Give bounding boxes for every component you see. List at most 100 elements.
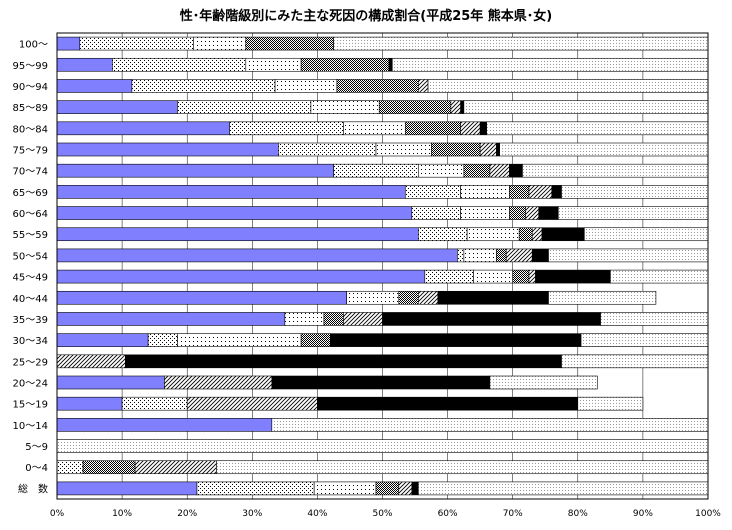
bar-segment [79,36,195,51]
bars [56,36,709,496]
bar-segment [378,100,452,114]
bar-segment [343,312,383,326]
category-label: 50～54 [13,251,48,262]
bar-segment [56,481,198,496]
category-label: 40～44 [13,294,48,305]
category-label: 75～79 [13,146,48,157]
bar-segment [431,142,481,157]
bar-segment [561,185,709,199]
bar-segment [505,248,533,263]
bar-segment [300,57,390,72]
bar-segment [486,121,709,136]
bar-segment [271,418,709,432]
x-tick-label: 50% [372,509,392,519]
x-tick-label: 100% [695,509,721,519]
bar-segment [274,79,338,93]
bar-segment [245,57,302,72]
bar-segment [56,460,84,475]
bar-segment [418,290,439,305]
category-labels: 100～ 95～99 90～94 85～89 80～84 75～79 70～74 65～69 6… [13,40,48,496]
category-label: 25～29 [13,357,48,368]
category-label: 60～64 [13,209,48,220]
x-tick-label: 80% [568,509,588,519]
bar-segment [509,163,523,178]
bar-segment [56,227,419,242]
bar-segment [375,142,432,157]
bar-segment [346,290,400,305]
bar-segment [404,121,461,136]
category-label: 95～99 [13,61,48,72]
bar-segment [418,227,468,242]
x-tick-label: 20% [177,509,197,519]
bar-segment [56,142,279,157]
x-tick-label: 10% [112,509,132,519]
bar-segment [229,121,344,136]
bar-segment [424,269,474,284]
bar-segment [131,79,276,93]
category-label: 65～69 [13,188,48,199]
bar-segment [56,36,81,51]
bar-segment [463,163,491,178]
bar-segment [548,248,709,263]
x-tick-label: 30% [242,509,262,519]
category-label: 総 数 [18,482,48,495]
bar-segment [330,333,582,347]
bar-segment [460,206,510,220]
bar-segment [518,227,533,242]
category-label: 55～59 [13,230,48,241]
bar-segment [278,142,377,157]
bar-segment [522,163,709,178]
bar-segment [56,185,406,199]
bar-segment [56,79,133,93]
bar-segment [404,185,461,199]
category-label: 80～84 [13,124,48,135]
bar-segment [56,312,286,326]
category-label: 0～4 [25,463,48,474]
category-label: 5～9 [25,442,48,453]
bar-segment [245,36,334,51]
bar-segment [56,354,126,369]
bar-segment [391,57,709,72]
bar-segment [509,206,527,220]
bar-segment [610,269,709,284]
bar-segment [398,481,413,496]
bar-segment [56,396,123,411]
bar-segment [457,248,465,263]
x-tick-labels: 0% 10% 20% 30% 40% 50% 60% 70% 80% 90% 100% [50,509,721,519]
bar-segment [479,121,487,136]
bar-segment [300,333,331,347]
bar-segment [313,481,377,496]
bar-segment [193,36,247,51]
bar-segment [463,248,497,263]
bar-segment [56,163,334,178]
bar-segment [121,396,188,411]
bar-segment [216,460,709,475]
bar-segment [600,312,709,326]
bar-segment [317,396,579,411]
bar-segment [528,185,553,199]
bar-segment [56,121,230,136]
plot-border [56,32,709,500]
bar-segment [271,375,491,390]
bar-segment [284,312,325,326]
bar-segment [56,206,413,220]
bar-segment [147,333,178,347]
chart-title: 性･年齢階級別にみた主な死因の構成割合(平成25年 熊本県･女) [179,9,553,24]
bar-segment [538,206,559,220]
bar-segment [56,290,347,305]
category-label: 90～94 [13,82,48,93]
bar-segment [164,375,273,390]
bar-segment [375,481,400,496]
bar-segment [479,142,497,157]
bar-segment [411,481,419,496]
bar-segment [525,206,540,220]
bar-segment [535,269,611,284]
category-label: 15～19 [13,400,48,411]
bar-segment [531,248,549,263]
bar-segment [177,100,312,114]
bar-segment [398,290,419,305]
category-label: 10～14 [13,421,48,432]
bar-segment [56,100,178,114]
bar-segment [473,269,514,284]
bar-segment [56,333,149,347]
